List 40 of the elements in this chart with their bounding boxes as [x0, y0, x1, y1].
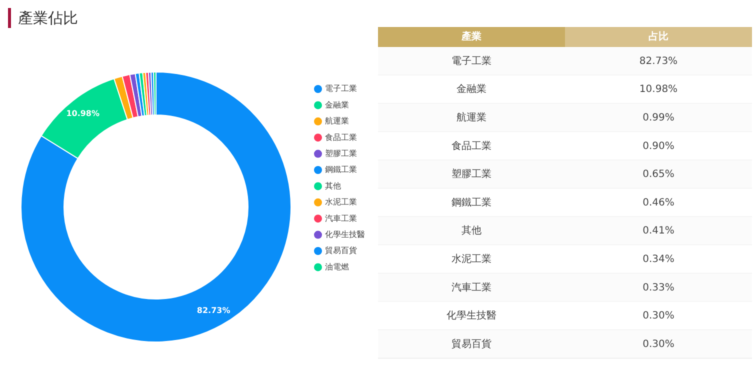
- data-label: 0.30%: [642, 338, 674, 350]
- category-label: 食品工業: [452, 140, 492, 152]
- data-label: 10.98%: [66, 108, 100, 118]
- legend-label: 航運業: [325, 116, 349, 126]
- data-label: 0.65%: [642, 169, 674, 180]
- category-label: 鋼鐵工業: [452, 196, 492, 208]
- donut-slice: [20, 72, 292, 342]
- category-label: 汽車工業: [452, 281, 492, 294]
- category-label: 化學生技醫: [446, 310, 496, 322]
- legend-label: 汽車工業: [325, 214, 357, 223]
- legend-label: 水泥工業: [325, 198, 357, 207]
- legend-label: 化學生技醫: [325, 230, 365, 239]
- legend-label: 鋼鐵工業: [325, 165, 357, 174]
- category-label: 貿易百貨: [452, 338, 492, 350]
- data-label: 82.73%: [196, 306, 230, 315]
- data-label: 0.90%: [642, 140, 674, 152]
- category-label: 塑膠工業: [452, 168, 492, 180]
- legend-label: 電子工業: [325, 84, 357, 94]
- legend-label: 貿易百貨: [325, 246, 357, 256]
- legend-label: 塑膠工業: [325, 148, 357, 158]
- category-label: 水泥工業: [452, 252, 492, 265]
- category-label: 電子工業: [452, 54, 492, 67]
- data-label: 0.34%: [642, 254, 674, 265]
- data-label: 82.73%: [639, 56, 678, 67]
- text: 占比: [648, 30, 668, 43]
- data-label: 0.99%: [642, 112, 674, 124]
- data-label: 0.33%: [642, 282, 674, 294]
- legend-label: 其他: [325, 181, 341, 190]
- legend-label: 金融業: [325, 100, 349, 110]
- category-label: 金融業: [456, 83, 486, 96]
- chart-title: 產業佔比: [18, 9, 78, 27]
- category-label: 其他: [462, 224, 482, 237]
- data-label: 0.41%: [642, 226, 674, 237]
- data-label: 0.30%: [642, 310, 674, 322]
- category-label: 航運業: [456, 111, 486, 124]
- text: 產業: [460, 30, 482, 43]
- data-label: 0.46%: [642, 197, 674, 208]
- data-label: 10.98%: [639, 84, 678, 96]
- legend-label: 食品工業: [325, 132, 357, 142]
- legend-label: 油電燃: [325, 262, 349, 272]
